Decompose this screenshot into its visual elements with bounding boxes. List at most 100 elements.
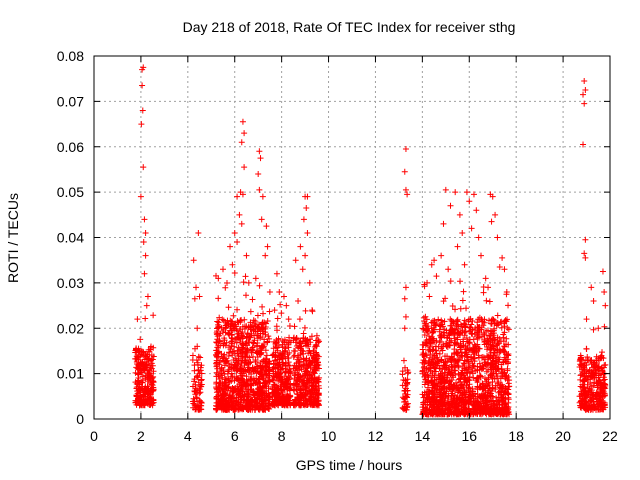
data-point [227,243,234,250]
data-point [265,333,272,340]
data-point [311,393,318,400]
data-point [480,365,487,372]
data-point [297,373,304,380]
data-point [440,341,447,348]
data-point [475,401,482,408]
data-point [478,354,485,361]
x-tick-label: 2 [137,428,145,444]
data-point [140,164,147,171]
data-point [469,318,476,325]
data-point [455,364,462,371]
data-point [401,168,408,175]
data-point [484,346,491,353]
data-point [474,391,481,398]
data-point [253,332,260,339]
data-point [141,270,148,277]
data-point [298,392,305,399]
data-point [433,343,440,350]
data-point [238,220,245,227]
data-point [598,354,605,361]
data-point [194,374,201,381]
data-point [300,216,307,223]
data-point [438,345,445,352]
data-point [281,394,288,401]
data-point [237,317,244,324]
data-point [601,288,608,295]
data-point [295,363,302,370]
data-point [453,317,460,324]
data-point [580,384,587,391]
data-point [599,382,606,389]
data-point [582,236,589,243]
data-point [297,391,304,398]
data-point [272,370,279,377]
data-point [136,348,143,355]
data-point [460,408,467,415]
data-point [489,328,496,335]
data-point [137,394,144,401]
data-point [494,234,501,241]
data-point [476,323,483,330]
data-point [215,275,222,282]
data-point [421,363,428,370]
data-point [285,394,292,401]
data-point [591,405,598,412]
data-point [404,400,411,407]
x-tick-label: 0 [90,428,98,444]
data-point [220,398,227,405]
data-point [274,315,281,322]
data-point [132,349,139,356]
data-point [191,398,198,405]
data-point [483,297,490,304]
data-point [596,368,603,375]
data-point [480,400,487,407]
data-point [228,320,235,327]
data-point [224,357,231,364]
data-point [231,229,238,236]
data-point [504,324,511,331]
data-point [194,343,201,350]
data-point [229,352,236,359]
data-point [581,100,588,107]
data-point [248,382,255,389]
data-point [601,323,608,330]
data-point [239,370,246,377]
data-point [262,331,269,338]
data-point [236,403,243,410]
data-point [439,376,446,383]
data-point [501,266,508,273]
data-point [492,409,499,416]
data-point [493,401,500,408]
data-point [291,376,298,383]
data-point [228,327,235,334]
data-point [271,307,278,314]
data-point [280,350,287,357]
x-tick-label: 22 [602,428,618,444]
data-point [492,386,499,393]
data-point [488,408,495,415]
data-point [291,387,298,394]
data-point [454,336,461,343]
data-point [218,365,225,372]
data-point [592,391,599,398]
data-point [269,398,276,405]
data-point [241,130,248,137]
data-point [302,368,309,375]
data-point [428,261,435,268]
data-point [223,280,230,287]
data-point [237,365,244,372]
data-point [140,239,147,246]
data-point [470,393,477,400]
data-point [456,330,463,337]
data-point [312,367,319,374]
data-point [315,365,322,372]
data-point [302,252,309,259]
data-point [248,398,255,405]
data-point [428,378,435,385]
data-point [148,399,155,406]
data-point [298,397,305,404]
data-point [134,361,141,368]
data-point [264,392,271,399]
data-point [235,360,242,367]
data-point [596,396,603,403]
